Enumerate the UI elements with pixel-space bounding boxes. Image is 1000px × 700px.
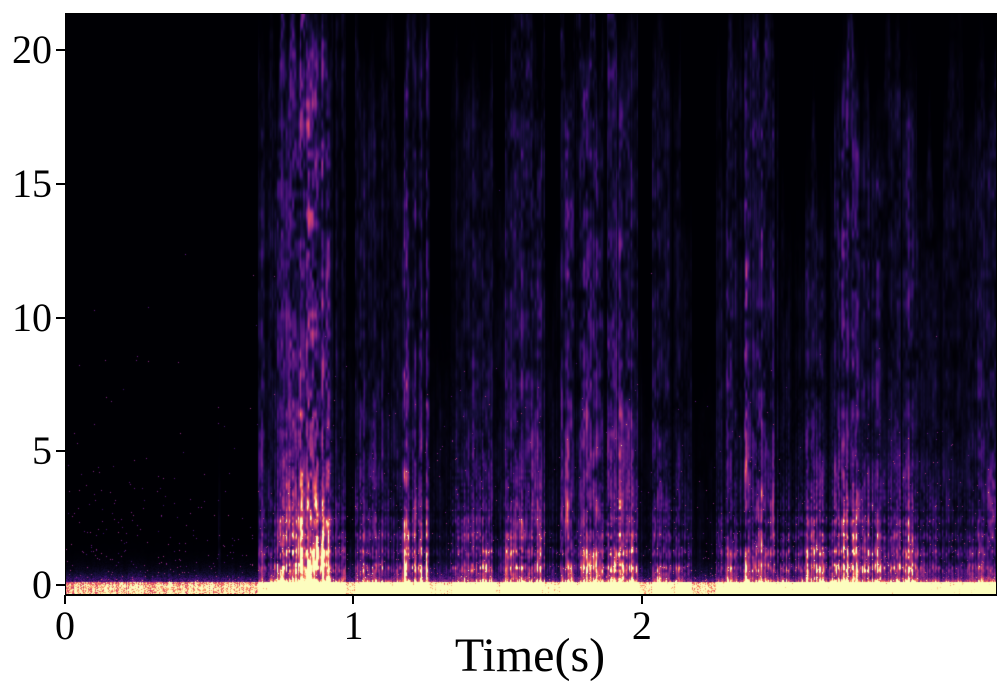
y-tick-mark <box>56 49 65 52</box>
y-tick-mark <box>56 316 65 319</box>
x-tick-label: 1 <box>343 603 364 648</box>
x-axis-label: Time(s) <box>454 629 606 682</box>
y-tick-mark <box>56 183 65 186</box>
y-tick-label: 5 <box>32 428 52 474</box>
x-tick-mark <box>640 595 643 604</box>
plot-area <box>65 13 997 596</box>
x-tick-label: 0 <box>55 603 75 648</box>
y-tick-label: 15 <box>12 161 52 207</box>
spectrogram-canvas <box>66 14 996 594</box>
x-tick-mark <box>352 595 355 604</box>
x-tick-mark <box>64 595 66 604</box>
y-tick-label: 20 <box>12 27 52 73</box>
y-tick-label: 10 <box>12 294 52 340</box>
x-tick-label: 2 <box>631 603 652 648</box>
y-tick-label: 0 <box>32 561 52 607</box>
y-tick-mark <box>56 583 65 586</box>
y-tick-mark <box>56 450 65 453</box>
